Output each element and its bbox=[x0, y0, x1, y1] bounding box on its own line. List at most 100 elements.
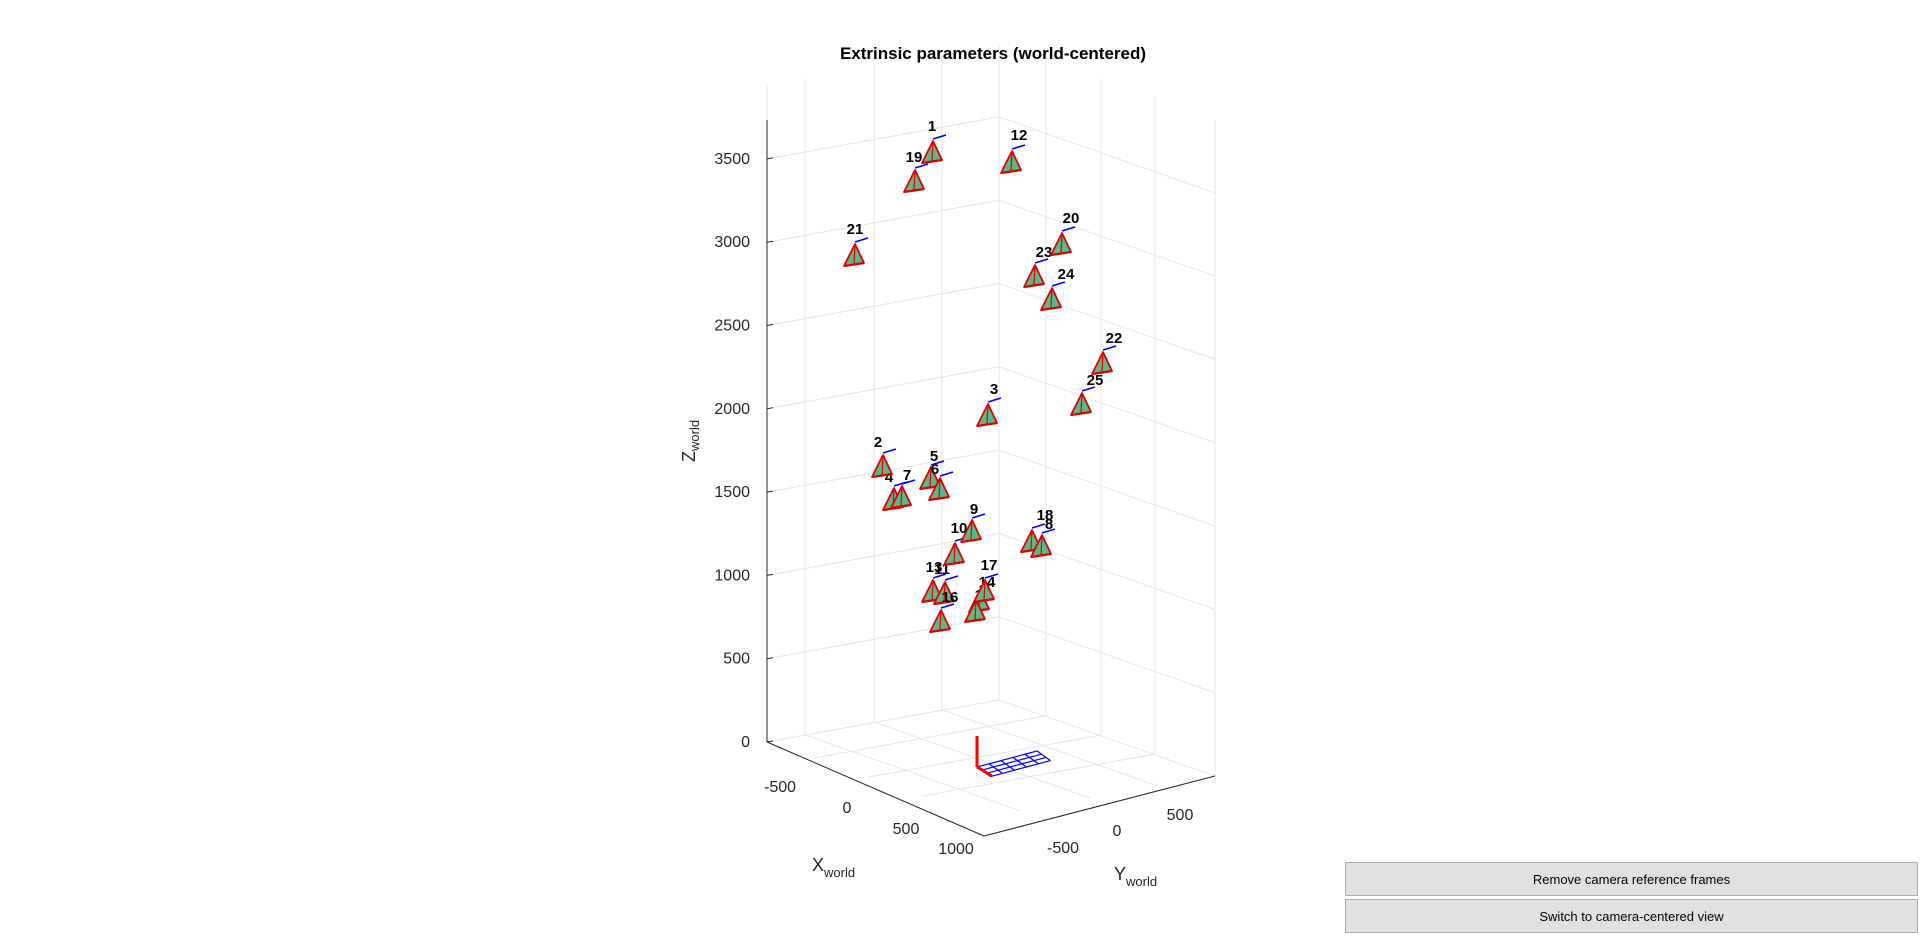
floor-gridline bbox=[813, 715, 1047, 759]
camera-axis bbox=[1051, 281, 1066, 287]
floor-gridline bbox=[941, 709, 1159, 787]
z-tick-mark bbox=[766, 157, 774, 160]
z-tick-mark bbox=[766, 490, 774, 493]
camera-frustum-edge bbox=[853, 243, 856, 265]
camera-axis bbox=[854, 237, 869, 243]
camera-label: 21 bbox=[847, 221, 864, 238]
camera-5: 5 bbox=[919, 448, 945, 491]
camera-label: 19 bbox=[906, 149, 923, 166]
camera-axis bbox=[901, 479, 916, 485]
camera-frustum-edge bbox=[953, 542, 956, 564]
z-tick-mark bbox=[766, 324, 774, 326]
camera-frustum-edge bbox=[929, 466, 932, 488]
camera-label: 7 bbox=[903, 467, 911, 484]
camera-frustum-edge bbox=[1080, 392, 1083, 414]
camera-2: 2 bbox=[871, 434, 897, 479]
x-axis-label: Xworld bbox=[812, 855, 855, 880]
camera-frustum-base bbox=[903, 187, 925, 194]
camera-22: 22 bbox=[1091, 330, 1122, 376]
z-gridline bbox=[766, 616, 1216, 694]
camera-axis bbox=[944, 575, 959, 581]
camera-23: 23 bbox=[1023, 244, 1052, 289]
camera-axis bbox=[1041, 528, 1056, 534]
camera-frustum-edge bbox=[1060, 232, 1063, 254]
switch-camera-view-button[interactable]: Switch to camera-centered view bbox=[1345, 899, 1918, 933]
camera-frustum-edge bbox=[938, 477, 941, 499]
camera-frustum-edge bbox=[1010, 150, 1013, 172]
camera-label: 5 bbox=[930, 448, 938, 465]
z-gridline bbox=[766, 199, 1216, 277]
camera-axis bbox=[1081, 386, 1096, 392]
camera-frustum-base bbox=[960, 537, 982, 544]
tick-labels: 0500100015002000250030003500-50005001000… bbox=[714, 151, 1193, 858]
camera-frustum-base bbox=[929, 627, 951, 634]
camera-25: 25 bbox=[1070, 372, 1103, 417]
z-tick-label: 0 bbox=[741, 734, 750, 751]
camera-frustum-edge bbox=[900, 485, 903, 507]
checkerboard-line bbox=[990, 760, 1051, 778]
x-axis-line bbox=[766, 741, 985, 837]
z-tick-label: 2500 bbox=[714, 318, 750, 335]
chart-title: Extrinsic parameters (world-centered) bbox=[840, 44, 1146, 63]
checkerboard-line bbox=[1000, 760, 1015, 771]
camera-20: 20 bbox=[1050, 210, 1080, 257]
y-axis-label-sub: world bbox=[1125, 874, 1157, 889]
remove-camera-frames-button[interactable]: Remove camera reference frames bbox=[1345, 862, 1918, 896]
floor-gridline bbox=[873, 721, 1091, 799]
camera-11: 11 bbox=[933, 561, 959, 606]
camera-axis bbox=[1034, 258, 1049, 264]
camera-frustum-edge bbox=[943, 581, 946, 603]
camera-frustum-edge bbox=[1101, 351, 1104, 373]
checkerboard-line bbox=[976, 750, 1038, 768]
y-axis-line bbox=[983, 775, 1216, 837]
checkerboard-line bbox=[985, 756, 1047, 774]
camera-axis bbox=[984, 573, 999, 579]
camera-axis bbox=[914, 163, 929, 169]
camera-frustum-base bbox=[976, 421, 998, 428]
camera-frustum-edge bbox=[970, 519, 973, 541]
camera-frustum-edge bbox=[1033, 264, 1036, 286]
camera-8: 8 bbox=[1030, 516, 1056, 559]
y-tick-label: 0 bbox=[1113, 823, 1122, 840]
camera-label: 17 bbox=[981, 557, 998, 574]
camera-frustums: 1311161415171091884725632522242320211911… bbox=[843, 118, 1122, 634]
z-gridline bbox=[766, 116, 1216, 194]
camera-9: 9 bbox=[960, 501, 986, 544]
camera-frustum-base bbox=[933, 599, 955, 606]
axes-box bbox=[766, 120, 1216, 837]
checkerboard-line bbox=[988, 763, 1003, 774]
camera-axis bbox=[987, 397, 1002, 403]
camera-frustum-base bbox=[1091, 369, 1113, 376]
camera-frustum-base bbox=[928, 495, 950, 502]
axis-labels: Zworld Xworld Yworld bbox=[679, 420, 1157, 889]
checkerboard-line bbox=[1024, 753, 1039, 765]
camera-frustum-base bbox=[1050, 250, 1072, 257]
checkerboard-line bbox=[981, 753, 1042, 771]
camera-frustum-edge bbox=[931, 579, 934, 601]
camera-3: 3 bbox=[976, 381, 1002, 428]
camera-label: 10 bbox=[951, 520, 968, 537]
camera-frustum-base bbox=[1040, 305, 1062, 312]
camera-frustum-edge bbox=[986, 403, 989, 425]
camera-label: 9 bbox=[970, 501, 978, 518]
camera-frustum-edge bbox=[913, 169, 916, 191]
camera-label: 6 bbox=[931, 461, 939, 478]
x-axis-label-sub: world bbox=[823, 865, 855, 880]
camera-axis bbox=[971, 513, 986, 519]
z-tick-mark bbox=[766, 573, 774, 576]
camera-frustum-base bbox=[964, 617, 986, 624]
camera-frustum-edge bbox=[931, 140, 934, 162]
camera-frustum-base bbox=[921, 158, 943, 165]
z-tick-label: 1000 bbox=[714, 567, 750, 584]
camera-axis bbox=[939, 471, 954, 477]
z-tick-label: 3500 bbox=[714, 151, 750, 168]
floor-gridline bbox=[868, 734, 1102, 778]
y-tick-label: 500 bbox=[1167, 807, 1194, 824]
x-tick-label: 0 bbox=[843, 800, 852, 817]
camera-frustum-base bbox=[871, 472, 893, 479]
camera-frustum-edge bbox=[939, 609, 942, 631]
camera-label: 20 bbox=[1063, 210, 1080, 227]
camera-12: 12 bbox=[1000, 127, 1027, 175]
z-tick-label: 1500 bbox=[714, 484, 750, 501]
